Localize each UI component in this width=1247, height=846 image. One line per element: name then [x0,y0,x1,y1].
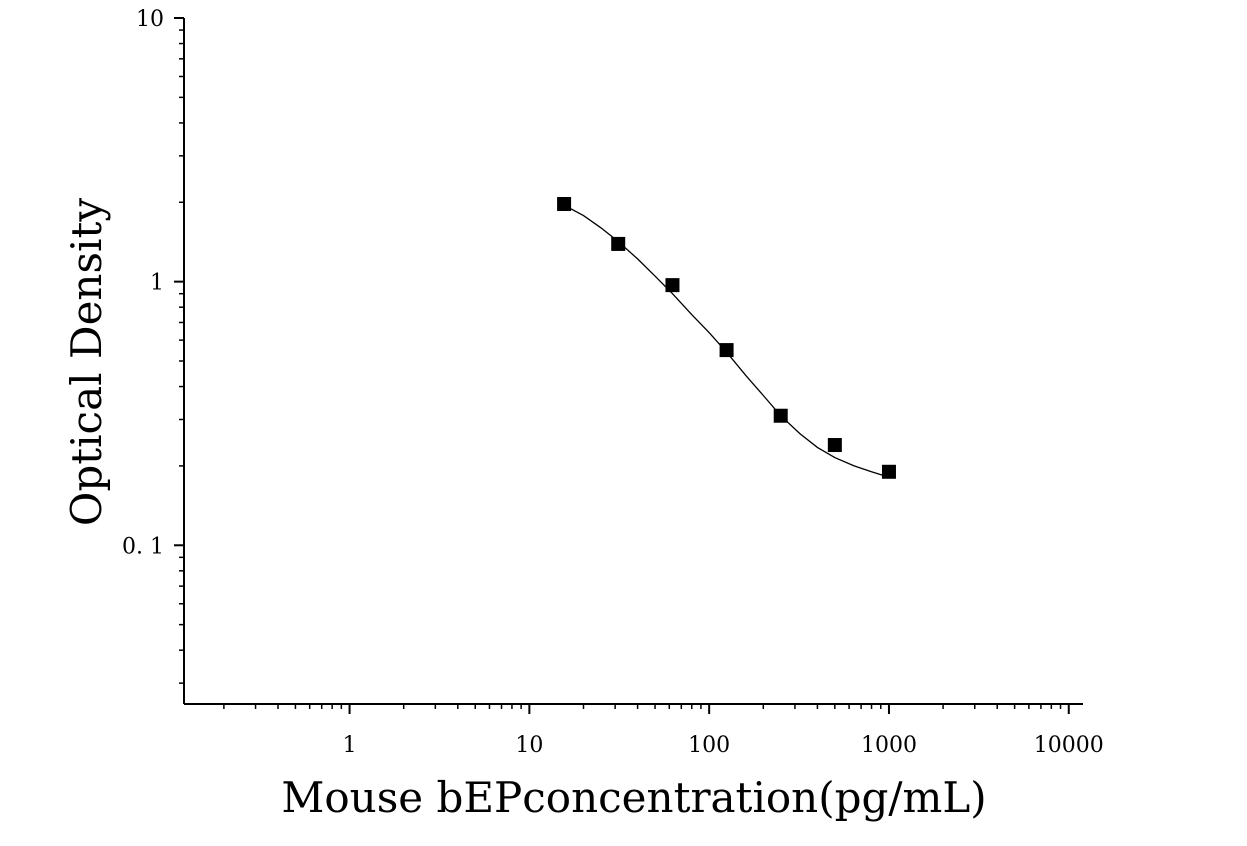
data-point [557,197,572,212]
data-point [665,278,680,293]
x-tick-label: 100 [688,733,730,758]
x-tick-label: 10000 [1034,733,1104,758]
x-tick-label: 10 [515,733,543,758]
x-axis-title: Mouse bEPconcentration(pg/mL) [281,773,986,822]
data-point [773,408,788,423]
y-tick-label: 10 [136,7,164,32]
y-tick-label: 1 [150,271,164,296]
data-point [611,236,626,251]
data-points-layer [557,197,896,479]
x-tick-label: 1 [343,733,357,758]
axes: 1 10 100 1000 10000 10 1 0. 1 [122,7,1104,758]
y-tick-label: 0. 1 [122,534,164,559]
data-point [827,438,842,453]
data-point [881,464,896,479]
x-tick-label: 1000 [861,733,917,758]
y-axis-title: Optical Density [62,198,111,526]
data-point [719,343,734,358]
